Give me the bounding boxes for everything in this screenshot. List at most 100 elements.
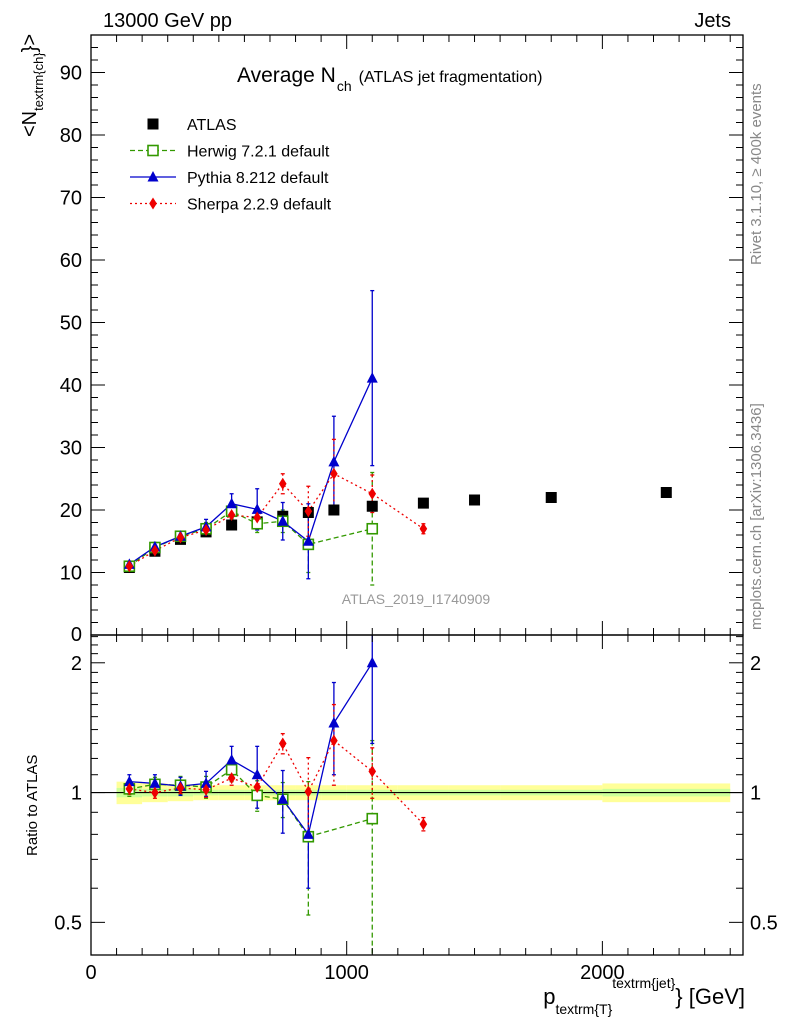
data-markers (123, 372, 672, 843)
main-data-point (545, 492, 557, 503)
x-axis-label-end: } [GeV] (675, 984, 745, 1009)
main-series-line-3 (129, 472, 424, 567)
main-data-point (330, 467, 338, 480)
chart-title-subscript: ch (337, 78, 352, 94)
ratio-plot-frame (90, 634, 744, 956)
ratio-series-line-0 (129, 768, 373, 838)
ratio-data-point (366, 656, 378, 668)
ratio-data-point (253, 781, 261, 794)
ratio-data-point (227, 772, 236, 785)
main-data-point (328, 455, 340, 467)
ratio-data-point (278, 737, 287, 750)
y-tick-label-main: 30 (60, 438, 82, 460)
x-axis-label: ptextrm{T}textrm{jet}} [GeV] (543, 975, 745, 1017)
legend-label: Sherpa 2.2.9 default (187, 197, 332, 214)
ratio-data-point (226, 754, 238, 765)
main-data-point (368, 487, 377, 500)
legend-label: Pythia 8.212 default (187, 170, 329, 187)
main-data-point (278, 477, 287, 490)
main-data-point (366, 500, 378, 512)
axis-ticks (90, 34, 743, 955)
watermark-label: ATLAS_2019_I1740909 (342, 591, 491, 607)
y-tick-label-ratio-left: 1 (71, 783, 82, 805)
main-data-point (469, 494, 481, 506)
y-axis-label-close: }> (19, 34, 41, 52)
y-tick-label-ratio-left: 0.5 (54, 912, 82, 934)
chart-title: Average Nch (ATLAS jet fragmentation) (237, 64, 542, 94)
legend-label: ATLAS (187, 117, 237, 134)
ratio-data-point (277, 793, 289, 804)
ratio-data-point (125, 782, 134, 795)
ratio-data-point (149, 777, 161, 788)
main-data-point (176, 531, 185, 544)
legend-marker (147, 144, 159, 157)
main-data-point (328, 504, 340, 516)
y-tick-label-main: 10 (60, 563, 82, 585)
y-tick-label-ratio-right: 0.5 (750, 912, 778, 934)
y-tick-label-ratio-right: 1 (750, 783, 761, 805)
ratio-data-point (368, 765, 377, 778)
main-series-line-1 (128, 510, 373, 567)
ratio-data-point (328, 717, 340, 728)
rivet-side-label: Rivet 3.1.10, ≥ 400k events (748, 83, 765, 265)
error-bars (127, 289, 426, 955)
x-tick-label: 1000 (324, 962, 369, 984)
main-data-point (227, 509, 236, 521)
y-axis-label-main: <Ntextrm{ch}}> (19, 34, 46, 137)
y-axis-label-subscript: textrm{ch} (31, 52, 46, 111)
x-axis-label-subscript: textrm{T} (555, 1001, 612, 1017)
ratio-data-point (176, 781, 185, 794)
y-tick-label-main: 60 (60, 250, 82, 272)
main-data-point (660, 487, 672, 498)
ratio-data-point (200, 777, 212, 788)
main-data-point (151, 544, 159, 557)
main-data-point (366, 522, 379, 535)
chart-title-suffix: (ATLAS jet fragmentation) (359, 69, 543, 86)
ratio-series-line-2 (129, 739, 424, 825)
ratio-data-point (330, 734, 338, 747)
main-data-point (304, 505, 313, 518)
ratio-data-point (151, 786, 159, 799)
ratio-data-point (202, 783, 210, 796)
header-left-label: 13000 GeV pp (103, 10, 232, 32)
legend-marker (147, 171, 159, 182)
main-data-point (419, 522, 428, 535)
x-axis-label-main: p (543, 984, 555, 1009)
x-tick-label: 0 (85, 962, 96, 984)
main-data-point (417, 497, 429, 509)
ratio-data-point (419, 818, 428, 831)
main-data-point (302, 535, 314, 546)
y-tick-label-main: 20 (60, 500, 82, 522)
ratio-data-point (251, 768, 263, 780)
ratio-data-point (123, 775, 135, 787)
legend-marker (149, 197, 157, 210)
ratio-data-point (366, 812, 379, 825)
x-tick-label: 2000 (580, 962, 625, 984)
main-data-point (277, 515, 289, 526)
y-tick-label-main: 80 (60, 125, 82, 147)
y-axis-label-ratio: Ratio to ATLAS (24, 755, 41, 856)
main-series-line-2 (128, 377, 373, 565)
legend-marker (147, 118, 159, 130)
ratio-series-line-1 (129, 662, 373, 836)
y-tick-label-main: 50 (60, 313, 82, 335)
main-data-point (226, 519, 238, 531)
y-tick-label-main: 40 (60, 375, 82, 397)
chart-title-main: Average N (237, 64, 336, 87)
x-axis-label-superscript: textrm{jet} (612, 975, 675, 991)
y-tick-label-ratio-left: 2 (71, 653, 82, 675)
y-tick-label-ratio-right: 2 (750, 653, 761, 675)
ratio-data-point (304, 785, 313, 798)
mcplots-side-label: mcplots.cern.ch [arXiv:1306.3436] (748, 403, 765, 630)
main-data-point (251, 503, 263, 514)
legend-label: Herwig 7.2.1 default (187, 144, 330, 161)
ratio-data-point (302, 828, 314, 839)
legend: ATLAS Herwig 7.2.1 default Pythia 8.212 de… (130, 117, 332, 214)
y-tick-label-main-zero: 0 (71, 624, 82, 646)
y-axis-label-open: <N (19, 111, 41, 137)
main-data-point (366, 372, 378, 383)
header-right-label: Jets (694, 10, 731, 32)
y-tick-label-main: 70 (60, 188, 82, 210)
